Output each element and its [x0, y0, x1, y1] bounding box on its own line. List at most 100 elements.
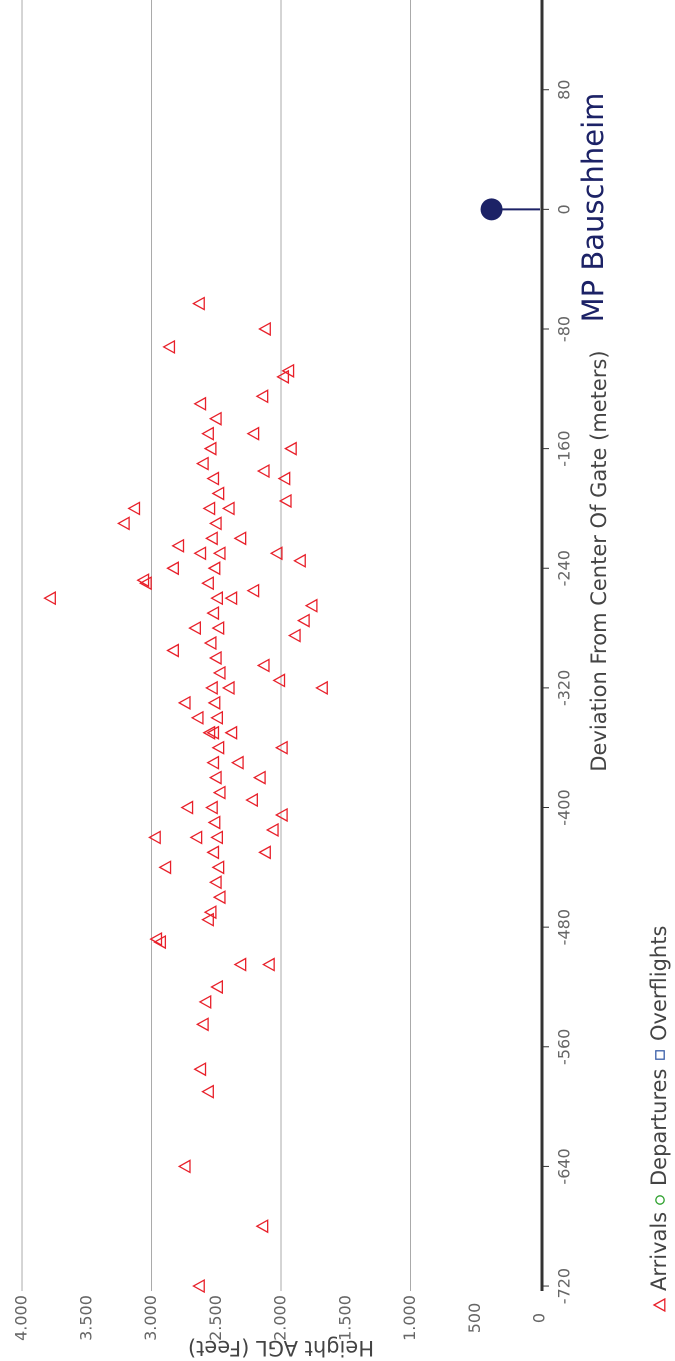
data-point — [203, 905, 217, 920]
data-point — [177, 695, 191, 710]
data-point — [221, 680, 235, 695]
data-point — [201, 912, 214, 927]
data-point — [203, 441, 217, 456]
legend-marker — [655, 1050, 665, 1060]
data-point — [158, 860, 172, 875]
data-point — [43, 591, 56, 606]
data-point — [274, 807, 288, 823]
x-tick-label: -480 — [555, 909, 574, 945]
data-point — [193, 546, 207, 561]
data-point — [206, 845, 220, 860]
data-point — [193, 1062, 207, 1077]
data-point — [293, 553, 306, 568]
data-point — [148, 830, 161, 845]
data-point — [180, 800, 194, 815]
data-point — [166, 643, 179, 658]
data-point — [230, 755, 244, 770]
data-point — [210, 979, 224, 995]
x-tick-label: -400 — [555, 789, 574, 825]
data-point — [188, 620, 201, 636]
data-point — [233, 957, 247, 972]
data-point — [256, 463, 270, 479]
data-point — [205, 531, 218, 546]
data-point — [208, 650, 222, 666]
x-tick-label: -80 — [555, 316, 574, 342]
data-point — [202, 501, 216, 516]
data-point — [276, 369, 290, 384]
data-point — [281, 363, 295, 378]
data-point — [224, 725, 238, 740]
data-point — [212, 890, 226, 905]
data-point — [206, 725, 220, 740]
y-tick-label: 3.500 — [76, 1295, 95, 1341]
y-axis-title: Height AGL (Feet) — [188, 1336, 374, 1360]
data-point — [221, 501, 235, 516]
data-point — [201, 426, 214, 441]
x-tick-label: -160 — [555, 430, 574, 466]
legend-label: Overflights — [647, 926, 671, 1041]
data-point — [208, 516, 222, 531]
data-point — [153, 934, 167, 950]
data-point — [190, 710, 204, 725]
data-point — [315, 680, 328, 695]
data-point — [138, 576, 152, 591]
y-tick-label: 4.000 — [12, 1295, 31, 1341]
data-point — [224, 591, 238, 606]
y-tick-label: 2.000 — [271, 1295, 290, 1341]
data-point — [202, 725, 216, 740]
data-point — [177, 1159, 191, 1174]
data-point — [211, 740, 225, 755]
x-tick-label: -720 — [555, 1268, 574, 1304]
data-point — [278, 493, 292, 509]
rotated-chart: 0 500 1.000 1.500 2.000 2.500 3.000 3.500 4.000 -… — [12, 0, 671, 1360]
data-point — [198, 994, 212, 1010]
data-point — [207, 815, 221, 830]
data-point — [201, 576, 214, 591]
data-point — [207, 695, 221, 710]
x-tick-label: -640 — [555, 1148, 574, 1184]
data-point — [206, 471, 220, 486]
y-tick-label: 1.000 — [400, 1295, 419, 1341]
x-axis-title: Deviation From Center Of Gate (meters) — [587, 350, 611, 771]
data-point — [246, 583, 260, 598]
x-tick-label: -560 — [555, 1029, 574, 1065]
data-point — [205, 680, 218, 695]
data-point — [269, 546, 283, 561]
y-tick-label: 500 — [465, 1303, 484, 1334]
data-point — [246, 426, 260, 441]
data-point — [207, 561, 221, 576]
y-tick-label: 0 — [530, 1313, 549, 1323]
data-point — [233, 531, 247, 546]
y-tick-label: 1.500 — [335, 1295, 354, 1341]
data-point — [274, 740, 288, 755]
data-point — [210, 830, 224, 845]
data-point — [116, 516, 130, 531]
data-point — [189, 830, 203, 845]
data-point — [195, 456, 209, 471]
data-point — [284, 441, 297, 456]
legend-marker — [655, 1195, 665, 1205]
data-point — [205, 800, 218, 815]
annotation-dot — [480, 198, 503, 221]
data-point — [162, 339, 176, 355]
data-point — [262, 957, 275, 972]
data-point — [212, 665, 226, 681]
data-point — [255, 389, 269, 404]
data-point — [203, 635, 217, 651]
data-point — [245, 792, 258, 808]
data-point — [206, 606, 220, 621]
data-point — [211, 860, 225, 875]
data-point — [265, 822, 279, 838]
data-point — [252, 770, 266, 785]
data-point — [277, 471, 291, 486]
data-point — [211, 486, 225, 501]
annotation-label: MP Bauschheim — [576, 93, 610, 323]
x-tick-label: -320 — [555, 670, 574, 706]
data-point — [171, 538, 185, 553]
data-point — [211, 620, 225, 636]
data-point — [149, 932, 163, 947]
data-point — [208, 770, 222, 785]
data-point — [208, 411, 222, 426]
